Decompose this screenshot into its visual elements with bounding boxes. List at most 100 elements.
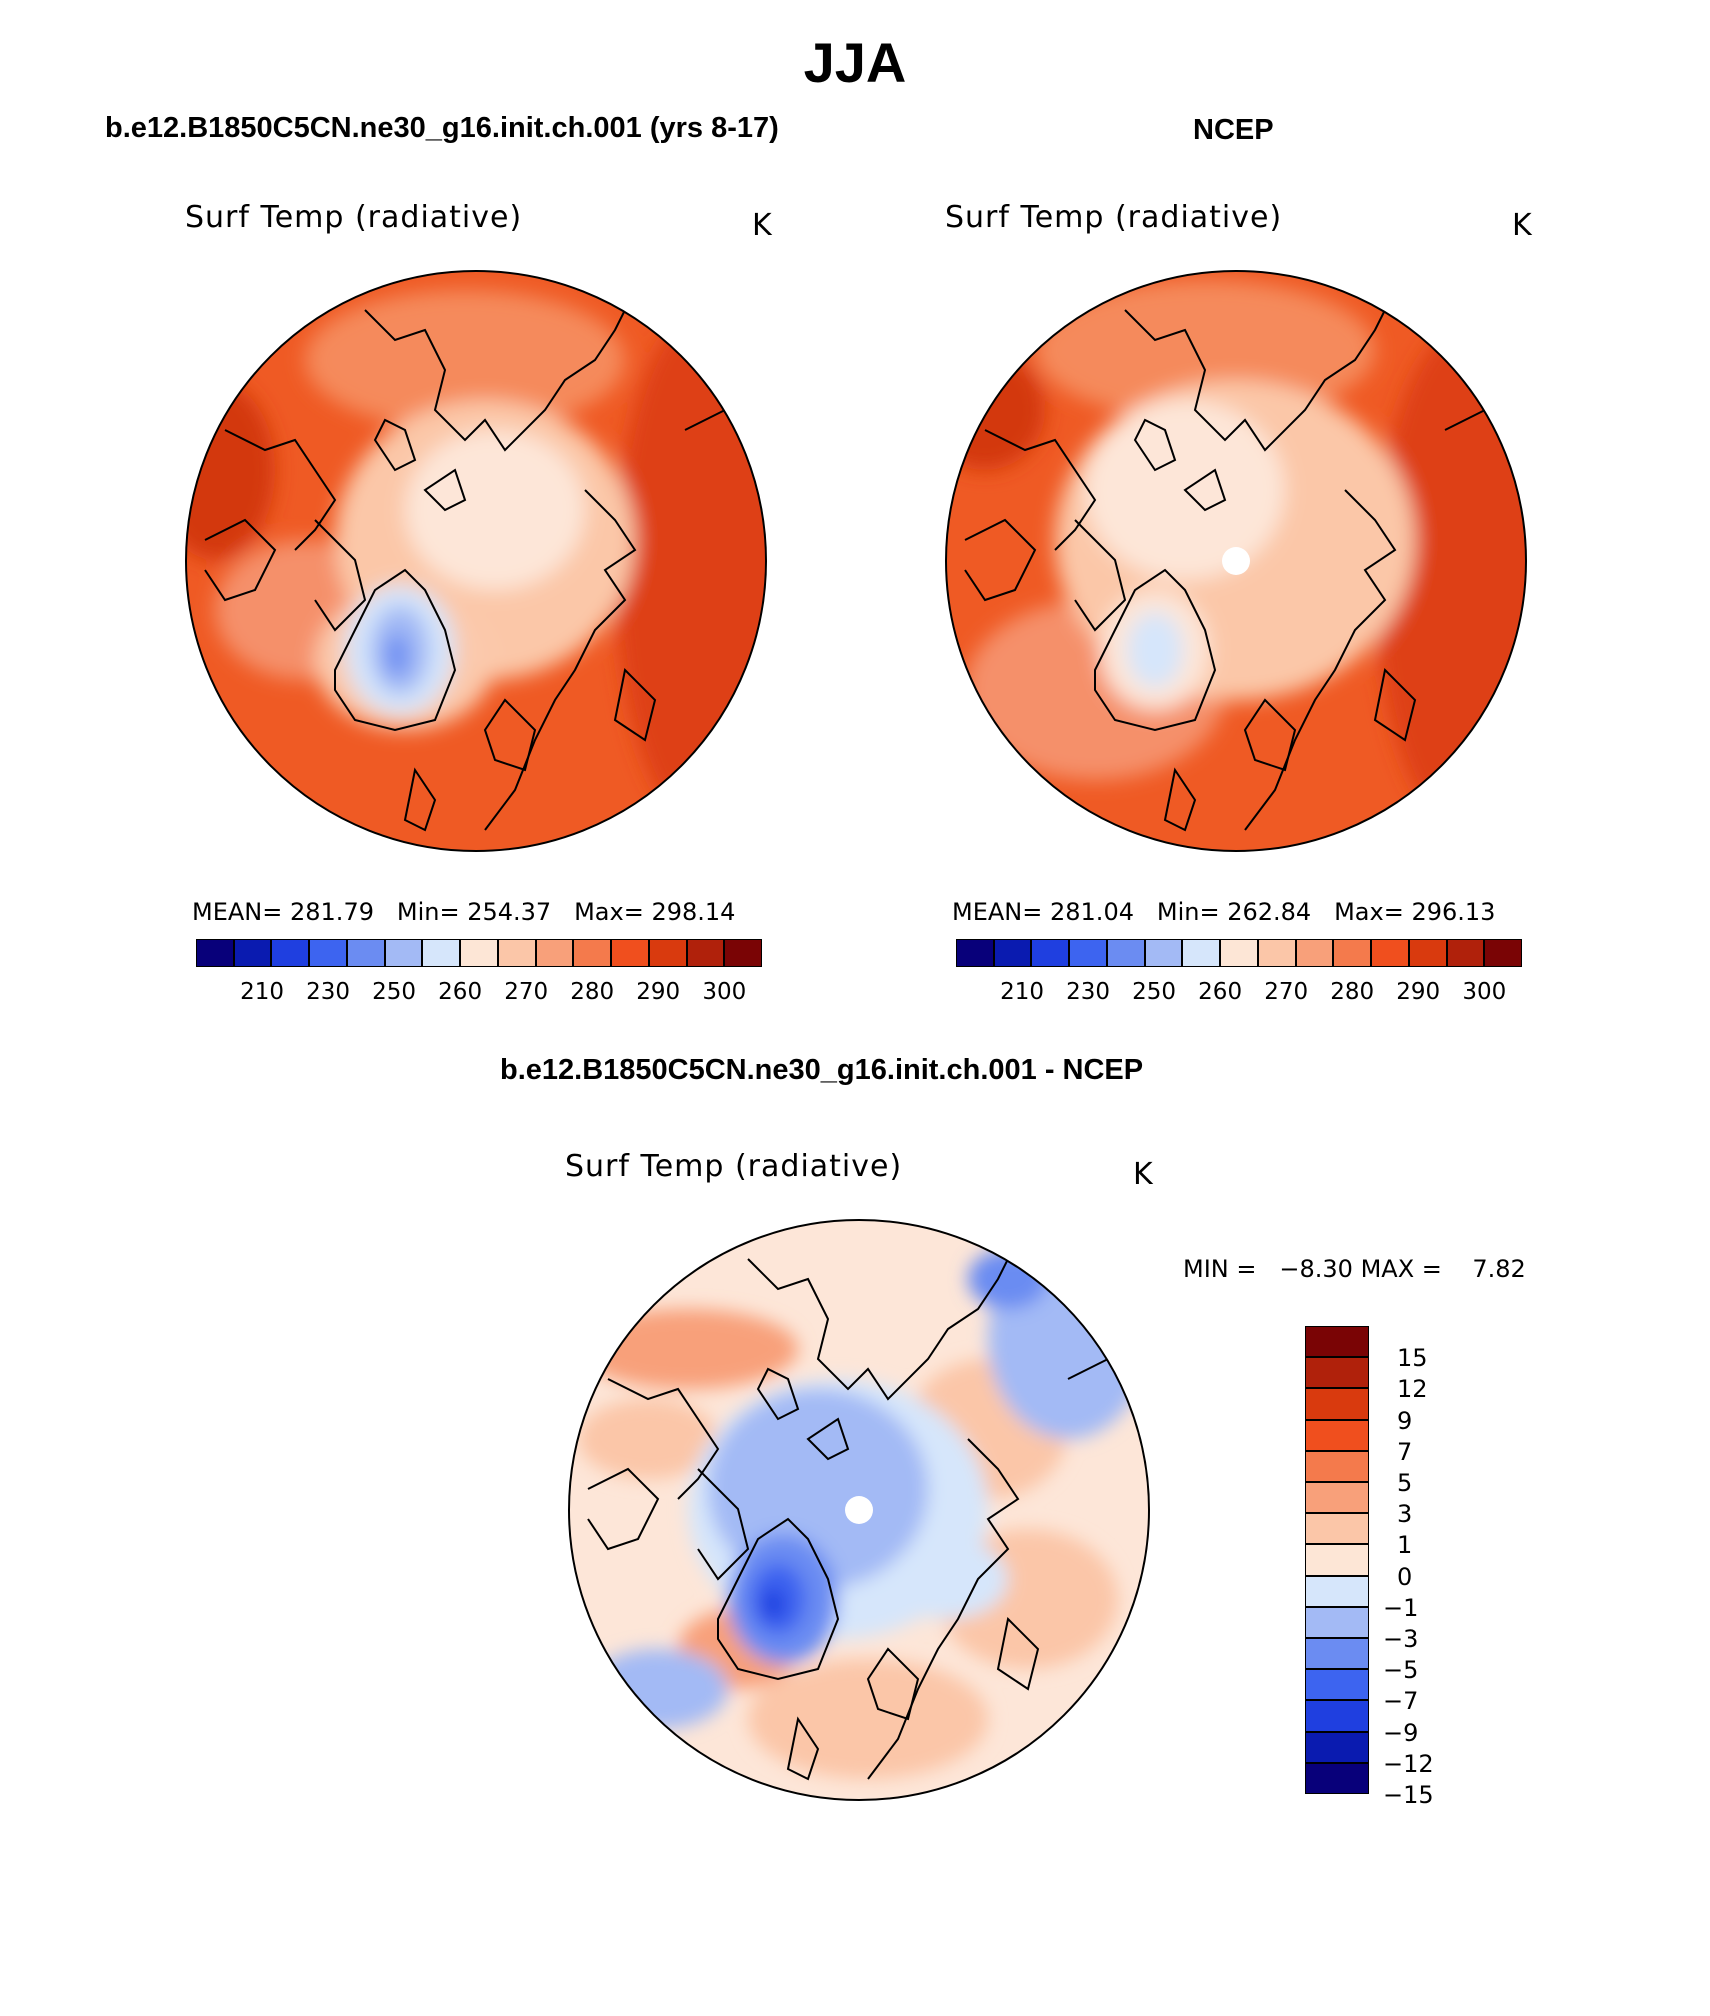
model-min-label: Min= [396, 898, 460, 926]
colorbar-swatch [993, 939, 1032, 967]
colorbar-tick-label: 250 [372, 979, 417, 1005]
obs-stats: MEAN= 281.04 Min= 262.84 Max= 296.13 [952, 898, 1495, 926]
colorbar-tick-label: 3 [1397, 1500, 1413, 1529]
colorbar-swatch [1446, 939, 1485, 967]
colorbar-swatch [1069, 939, 1107, 967]
colorbar-tick-label: 250 [1132, 979, 1177, 1005]
obs-units-label: K [1512, 208, 1533, 243]
model-mean-value: 281.79 [290, 898, 374, 926]
colorbar-tick-label: 15 [1397, 1344, 1428, 1373]
colorbar-swatch [1333, 939, 1372, 967]
colorbar-tick-label: 300 [1462, 979, 1507, 1005]
colorbar-swatch [1408, 939, 1447, 967]
colorbar-tick-label: −3 [1383, 1625, 1419, 1653]
colorbar-swatch [1305, 1544, 1369, 1576]
model-variable-label: Surf Temp (radiative) [185, 200, 523, 235]
colorbar-tick-label: −9 [1383, 1718, 1419, 1747]
colorbar-swatch [686, 939, 725, 967]
warm-region-west [186, 380, 275, 560]
warm-anomaly-south [748, 1659, 988, 1779]
greenland-ice [1127, 612, 1183, 688]
diff-stats: MIN = −8.30 MAX = 7.82 [1183, 1255, 1526, 1283]
colorbar-tick-label: 1 [1397, 1531, 1413, 1560]
model-mean-label: MEAN= [192, 898, 283, 926]
colorbar-swatch [1305, 1731, 1369, 1763]
arctic-ocean-core [405, 430, 585, 590]
colorbar-swatch [1305, 1669, 1369, 1701]
cool-anomaly-scandinavia [888, 1539, 1008, 1619]
colorbar-tick-label: −15 [1383, 1781, 1434, 1809]
colorbar-swatch [1220, 939, 1258, 967]
obs-column-title: NCEP [1193, 114, 1274, 146]
colorbar-swatch [1305, 1450, 1369, 1482]
pole-hole [1222, 547, 1250, 575]
cool-anomaly-northeast-core [968, 1249, 1048, 1309]
model-units-label: K [752, 208, 773, 243]
greenland-anomaly-min [761, 1588, 785, 1620]
colorbar-swatch [422, 939, 461, 967]
colorbar-swatch [384, 939, 423, 967]
colorbar-swatch [271, 939, 310, 967]
colorbar-swatch [1305, 1357, 1369, 1389]
model-stats: MEAN= 281.79 Min= 254.37 Max= 298.14 [192, 898, 735, 926]
colorbar-tick-label: −1 [1383, 1593, 1419, 1622]
map-boundary [568, 1219, 1150, 1801]
diff-units-label: K [1133, 1157, 1154, 1192]
colorbar-swatch [1305, 1700, 1369, 1732]
colorbar-tick-label: 260 [438, 979, 483, 1005]
colorbar-tick-label: −7 [1383, 1687, 1419, 1716]
obs-map [945, 270, 1527, 852]
colorbar-swatch [1305, 1606, 1369, 1638]
colorbar-tick-label: 270 [1264, 979, 1309, 1005]
pole-hole [845, 1496, 873, 1524]
greenland-ice-min [385, 633, 409, 677]
colorbar-swatch [309, 939, 347, 967]
colorbar-swatch [535, 939, 574, 967]
colorbar-tick-label: 7 [1397, 1437, 1413, 1466]
colorbar-tick-label: 210 [1000, 979, 1044, 1005]
model-colorbar [196, 939, 762, 967]
obs-max-value: 296.13 [1411, 898, 1496, 926]
colorbar-tick-label: 210 [240, 979, 284, 1005]
colorbar-swatch [573, 939, 612, 967]
colorbar-swatch [497, 939, 536, 967]
colorbar-swatch [1305, 1575, 1369, 1607]
obs-min-label: Min= [1156, 898, 1220, 926]
colorbar-swatch [956, 939, 994, 967]
colorbar-tick-label: 0 [1397, 1562, 1413, 1591]
obs-min-value: 262.84 [1227, 898, 1312, 926]
colorbar-swatch [1305, 1513, 1369, 1545]
model-colorbar-ticks: 210 230 250 260 270 280 290 300 [196, 979, 762, 1009]
diff-max-value: 7.82 [1472, 1255, 1526, 1283]
colorbar-swatch [1305, 1762, 1369, 1794]
colorbar-tick-label: −5 [1383, 1656, 1419, 1685]
map-boundary [185, 270, 767, 852]
colorbar-tick-label: 9 [1397, 1406, 1413, 1435]
colorbar-swatch [1031, 939, 1070, 967]
colorbar-swatch [1106, 939, 1145, 967]
colorbar-swatch [724, 939, 762, 967]
colorbar-tick-label: 300 [702, 979, 747, 1005]
colorbar-swatch [1371, 939, 1409, 967]
colorbar-swatch [1484, 939, 1522, 967]
colorbar-swatch [346, 939, 385, 967]
map-boundary [945, 270, 1527, 852]
colorbar-tick-label: 290 [1396, 979, 1441, 1005]
diff-max-label: MAX = [1360, 1255, 1442, 1283]
colorbar-tick-label: 230 [1066, 979, 1111, 1005]
model-min-value: 254.37 [467, 898, 552, 926]
colorbar-swatch [460, 939, 498, 967]
obs-mean-value: 281.04 [1050, 898, 1134, 926]
colorbar-swatch [1305, 1326, 1369, 1358]
colorbar-swatch [1305, 1419, 1369, 1451]
colorbar-tick-label: 260 [1198, 979, 1243, 1005]
model-column-title: b.e12.B1850C5CN.ne30_g16.init.ch.001 (yr… [105, 112, 779, 144]
diff-map [568, 1219, 1150, 1801]
diff-colorbar-ticks: 15 12 9 7 5 3 1 0 −1 −3 −5 −7 −9 −12 −15 [1383, 1326, 1463, 1809]
model-map [185, 270, 767, 852]
colorbar-swatch [1182, 939, 1221, 967]
mild-region-north [1035, 280, 1375, 420]
colorbar-swatch [1144, 939, 1183, 967]
colorbar-tick-label: 280 [570, 979, 615, 1005]
diff-min-value: −8.30 [1279, 1255, 1353, 1283]
